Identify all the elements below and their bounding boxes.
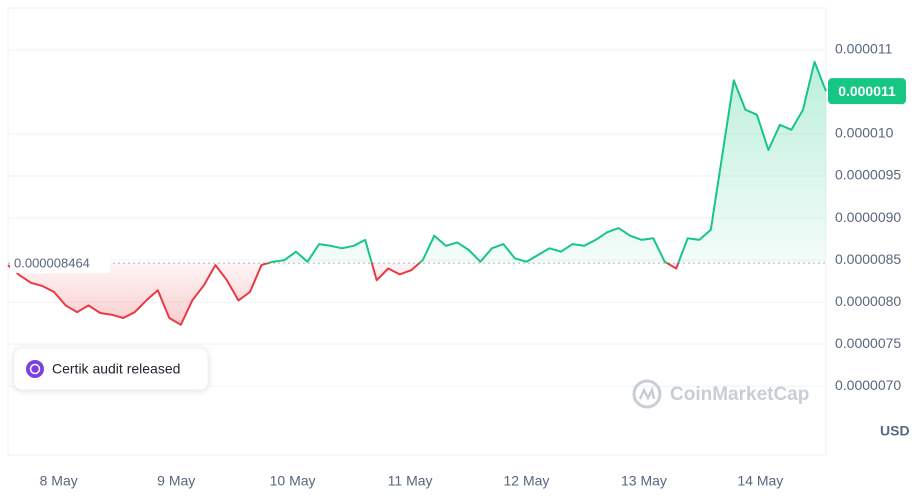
baseline-label-bg [10, 253, 110, 274]
annotation-icon-clock [29, 363, 41, 375]
x-tick-label: 9 May [157, 473, 195, 489]
y-tick-label: 0.0000075 [835, 335, 901, 351]
y-tick-label: 0.000010 [835, 125, 894, 141]
last-price-badge [828, 78, 906, 105]
price-line [7, 60, 827, 326]
y-tick-label: 0.0000095 [835, 167, 901, 183]
annotation-text: Certik audit released [52, 361, 180, 377]
y-tick-label: 0.0000085 [835, 251, 901, 267]
y-tick-label: 0.0000080 [835, 293, 901, 309]
watermark: CoinMarketCap [632, 379, 809, 409]
annotation[interactable]: Certik audit released [13, 347, 209, 391]
x-tick-label: 14 May [737, 473, 783, 489]
y-tick-label: 0.000011 [835, 41, 893, 57]
baseline-label: 0.000008464 [14, 256, 90, 271]
annotation-box[interactable] [13, 347, 209, 391]
watermark-text: CoinMarketCap [670, 384, 809, 405]
y-tick-label: 0.0000090 [835, 209, 901, 225]
x-tick-label: 11 May [388, 473, 433, 489]
annotation-icon [26, 360, 44, 378]
last-price-label: 0.000011 [838, 83, 896, 99]
area-fill [8, 61, 826, 325]
x-tick-label: 10 May [270, 473, 316, 489]
x-tick-label: 8 May [40, 473, 78, 489]
currency-label: USD [880, 423, 910, 439]
y-tick-label: 0.0000070 [835, 377, 901, 393]
x-tick-label: 13 May [621, 473, 667, 489]
x-tick-label: 12 May [503, 473, 549, 489]
